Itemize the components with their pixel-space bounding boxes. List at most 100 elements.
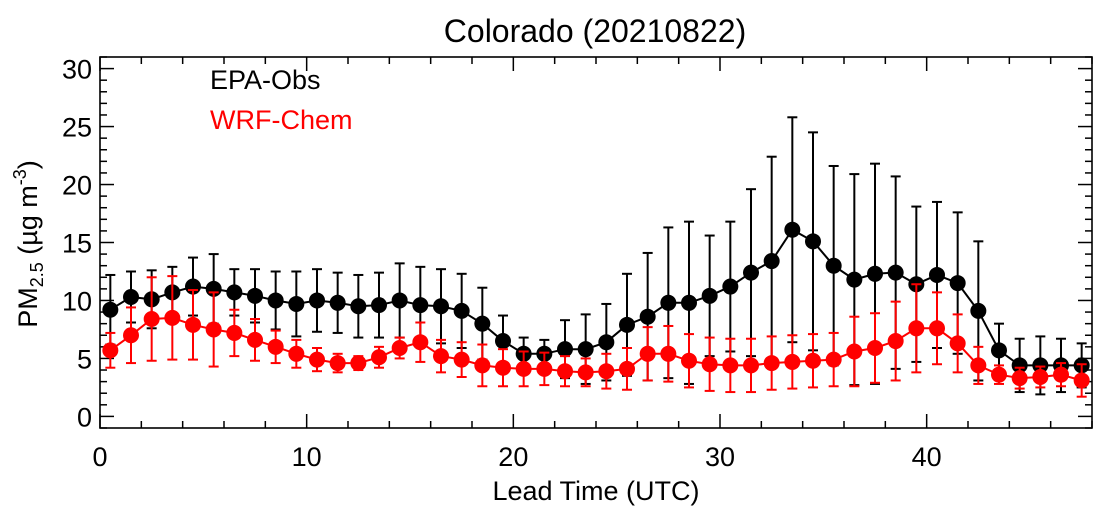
x-tick-label: 40 bbox=[912, 442, 942, 472]
data-point-wrf-chem bbox=[143, 311, 160, 328]
data-point-wrf-chem bbox=[598, 363, 615, 380]
data-point-wrf-chem bbox=[929, 320, 945, 337]
y-tick-label: 15 bbox=[62, 229, 92, 259]
data-point-wrf-chem bbox=[867, 340, 883, 357]
data-point-wrf-chem bbox=[722, 357, 739, 374]
data-point-wrf-chem bbox=[288, 345, 305, 362]
x-tick-label: 10 bbox=[292, 442, 322, 472]
data-point-wrf-chem bbox=[495, 359, 511, 376]
data-point-wrf-chem bbox=[350, 355, 367, 372]
data-point-wrf-chem bbox=[515, 360, 532, 377]
data-point-wrf-chem bbox=[102, 342, 119, 359]
data-point-wrf-chem bbox=[371, 349, 387, 366]
data-point-wrf-chem bbox=[908, 320, 925, 337]
y-tick-label: 30 bbox=[62, 55, 92, 85]
data-point-wrf-chem bbox=[309, 351, 325, 368]
data-point-epa-obs bbox=[371, 297, 387, 314]
data-point-wrf-chem bbox=[391, 340, 408, 357]
data-point-epa-obs bbox=[433, 298, 449, 315]
x-tick-label: 0 bbox=[92, 442, 107, 472]
y-tick-label: 25 bbox=[62, 113, 92, 143]
data-point-epa-obs bbox=[102, 301, 119, 318]
data-point-wrf-chem bbox=[577, 364, 594, 381]
data-point-epa-obs bbox=[1032, 357, 1049, 374]
data-point-wrf-chem bbox=[619, 360, 635, 377]
y-axis-label-close: ) bbox=[13, 160, 43, 169]
data-point-epa-obs bbox=[577, 341, 594, 358]
data-point-epa-obs bbox=[660, 294, 677, 311]
data-point-epa-obs bbox=[474, 315, 491, 332]
data-point-epa-obs bbox=[970, 302, 987, 319]
data-point-wrf-chem bbox=[267, 338, 284, 355]
y-axis-label-unit: (µg m bbox=[13, 185, 43, 262]
series-epa-obs bbox=[102, 116, 1090, 396]
data-point-wrf-chem bbox=[164, 309, 181, 326]
data-point-epa-obs bbox=[557, 341, 573, 358]
data-point-wrf-chem bbox=[846, 343, 863, 360]
y-axis-label-superscript: -3 bbox=[10, 169, 30, 185]
data-point-wrf-chem bbox=[887, 333, 904, 350]
data-point-epa-obs bbox=[619, 316, 635, 333]
data-point-wrf-chem bbox=[1011, 370, 1028, 387]
x-axis: 0 10 20 30 40 bbox=[92, 57, 1093, 472]
data-point-epa-obs bbox=[329, 294, 346, 311]
y-axis-label-main: PM bbox=[13, 287, 43, 328]
x-axis-label: Lead Time (UTC) bbox=[492, 476, 699, 506]
y-tick-label: 20 bbox=[62, 171, 92, 201]
data-point-epa-obs bbox=[247, 287, 263, 304]
data-point-epa-obs bbox=[639, 308, 656, 325]
data-point-wrf-chem bbox=[123, 327, 139, 344]
data-point-epa-obs bbox=[949, 275, 966, 292]
data-point-wrf-chem bbox=[412, 334, 429, 351]
data-point-wrf-chem bbox=[825, 351, 842, 368]
data-point-wrf-chem bbox=[991, 366, 1007, 383]
x-tick-label: 20 bbox=[498, 442, 528, 472]
x-tick-label: 30 bbox=[705, 442, 735, 472]
data-point-epa-obs bbox=[495, 333, 511, 350]
data-point-epa-obs bbox=[846, 271, 863, 288]
data-point-wrf-chem bbox=[743, 357, 759, 374]
data-point-epa-obs bbox=[412, 297, 429, 314]
data-point-epa-obs bbox=[453, 302, 470, 319]
y-axis-label: PM2.5 (µg m-3) bbox=[10, 160, 47, 328]
data-point-epa-obs bbox=[763, 253, 780, 270]
y-axis-label-subscript: 2.5 bbox=[27, 262, 47, 287]
y-axis: 0 5 10 15 20 25 30 bbox=[62, 55, 1092, 432]
data-point-wrf-chem bbox=[639, 345, 656, 362]
data-point-wrf-chem bbox=[453, 351, 470, 368]
data-point-wrf-chem bbox=[763, 355, 780, 372]
y-tick-label: 5 bbox=[77, 344, 92, 374]
data-point-epa-obs bbox=[991, 342, 1007, 359]
data-point-epa-obs bbox=[226, 284, 243, 301]
legend: EPA-Obs WRF-Chem bbox=[210, 65, 353, 135]
data-point-epa-obs bbox=[743, 264, 759, 281]
data-point-wrf-chem bbox=[185, 316, 201, 333]
data-point-wrf-chem bbox=[1032, 368, 1049, 385]
series-layer bbox=[102, 116, 1090, 398]
data-point-epa-obs bbox=[701, 287, 718, 304]
y-tick-label: 10 bbox=[62, 286, 92, 316]
data-point-epa-obs bbox=[867, 265, 883, 282]
data-point-epa-obs bbox=[929, 266, 945, 283]
data-point-wrf-chem bbox=[681, 352, 697, 369]
data-point-wrf-chem bbox=[701, 356, 718, 373]
data-point-epa-obs bbox=[825, 257, 842, 274]
data-point-epa-obs bbox=[887, 264, 904, 281]
data-point-epa-obs bbox=[681, 294, 697, 311]
data-point-wrf-chem bbox=[1053, 366, 1069, 383]
data-point-wrf-chem bbox=[660, 345, 677, 362]
data-point-wrf-chem bbox=[226, 324, 243, 341]
data-point-wrf-chem bbox=[536, 360, 553, 377]
data-point-epa-obs bbox=[309, 292, 325, 309]
data-point-epa-obs bbox=[598, 334, 615, 351]
data-point-wrf-chem bbox=[433, 348, 449, 365]
data-point-wrf-chem bbox=[474, 357, 491, 374]
data-point-wrf-chem bbox=[205, 321, 222, 338]
data-point-epa-obs bbox=[123, 288, 139, 305]
data-point-wrf-chem bbox=[1073, 372, 1090, 389]
data-point-epa-obs bbox=[288, 295, 305, 312]
data-point-epa-obs bbox=[391, 292, 408, 309]
data-point-epa-obs bbox=[805, 233, 821, 250]
legend-item-epa-obs: EPA-Obs bbox=[210, 65, 321, 95]
